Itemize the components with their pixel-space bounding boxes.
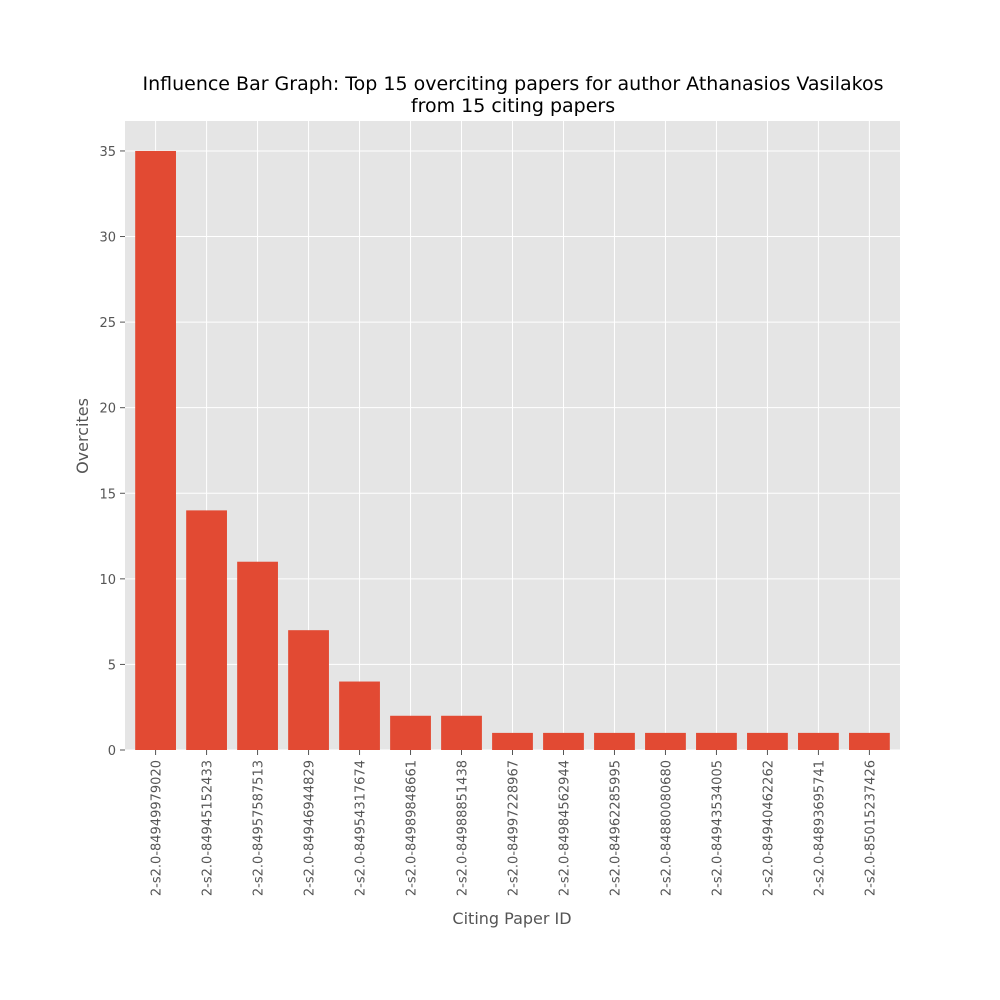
y-tick-label: 20 — [99, 402, 116, 417]
y-tick-label: 10 — [99, 573, 116, 588]
y-tick-label: 25 — [99, 316, 116, 331]
bar — [594, 732, 635, 750]
y-axis: 0 5 10 15 20 25 30 35 — [99, 145, 125, 759]
x-tick-label: 2-s2.0-84893695741 — [812, 760, 827, 896]
y-axis-label: Overcites — [73, 398, 92, 474]
bar — [339, 681, 380, 750]
chart-title-line-1: Influence Bar Graph: Top 15 overciting p… — [142, 73, 883, 95]
x-tick-label: 2-s2.0-84988851438 — [456, 760, 471, 896]
y-tick-label: 5 — [108, 658, 116, 673]
x-tick-label: 2-s2.0-84989848661 — [405, 760, 420, 896]
bars — [135, 150, 890, 750]
bar — [186, 510, 227, 750]
x-tick-label: 2-s2.0-84880080680 — [659, 760, 674, 896]
x-tick-label: 2-s2.0-84954317674 — [354, 760, 369, 896]
bar — [441, 715, 482, 750]
x-tick-label: 2-s2.0-84949979020 — [150, 760, 165, 896]
bar — [747, 732, 788, 750]
bar — [543, 732, 584, 750]
x-tick-label: 2-s2.0-84946944829 — [303, 760, 318, 896]
bar — [135, 150, 176, 750]
bar — [288, 630, 329, 750]
x-tick-label: 2-s2.0-84945152433 — [201, 760, 216, 896]
bar — [696, 732, 737, 750]
x-tick-label: 2-s2.0-84962285995 — [608, 760, 623, 896]
y-tick-label: 15 — [99, 487, 116, 502]
bar — [237, 561, 278, 750]
bar — [849, 732, 890, 750]
x-axis-label: Citing Paper ID — [452, 909, 571, 928]
y-tick-label: 30 — [99, 231, 116, 246]
x-tick-label: 2-s2.0-85015237426 — [863, 760, 878, 896]
bar — [492, 732, 533, 750]
x-tick-label: 2-s2.0-84940462262 — [761, 760, 776, 896]
y-tick-label: 0 — [108, 744, 116, 759]
x-tick-label: 2-s2.0-84957587513 — [252, 760, 267, 896]
x-tick-label: 2-s2.0-84984562944 — [557, 760, 572, 896]
y-tick-label: 35 — [99, 145, 116, 160]
bar — [798, 732, 839, 750]
bar — [390, 715, 431, 750]
x-axis: 2-s2.0-84949979020 2-s2.0-84945152433 2-s2… — [150, 750, 878, 896]
chart-title-line-2: from 15 citing papers — [411, 95, 615, 117]
bar — [645, 732, 686, 750]
x-tick-label: 2-s2.0-84997228967 — [507, 760, 522, 896]
x-tick-label: 2-s2.0-84943534005 — [710, 760, 725, 896]
